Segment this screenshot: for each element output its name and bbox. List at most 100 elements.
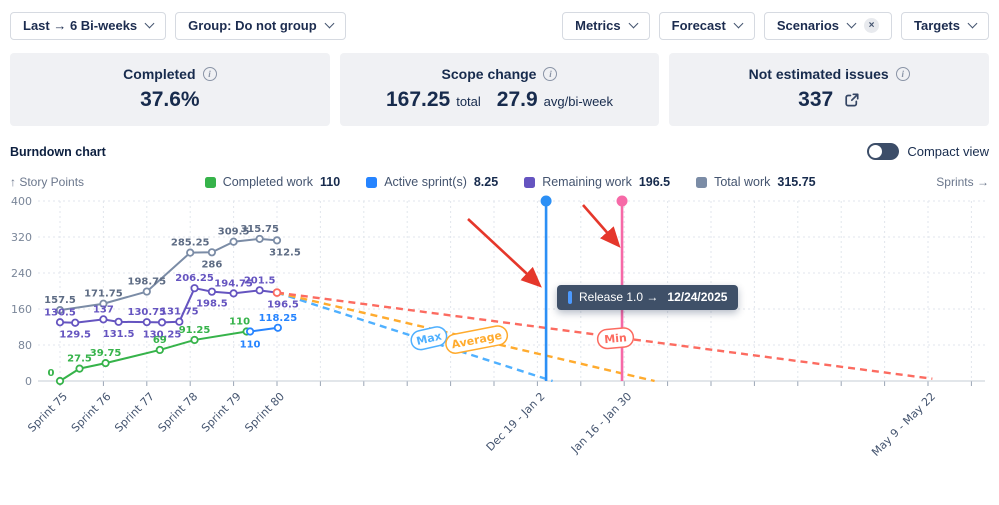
chevron-down-icon — [628, 18, 639, 29]
data-point-label: 157.5 — [44, 295, 76, 306]
y-axis-tick-label: 240 — [11, 267, 32, 280]
annotation-arrow — [582, 204, 621, 248]
data-point-label: 198.5 — [196, 299, 228, 310]
data-point-label: 206.25 — [175, 273, 214, 284]
group-dropdown[interactable]: Group: Do not group — [175, 12, 346, 40]
info-icon[interactable]: i — [202, 67, 217, 81]
chevron-down-icon — [144, 18, 155, 29]
not-estimated-card: Not estimated issues i 337 — [669, 53, 990, 126]
data-point[interactable] — [142, 318, 151, 327]
legend-value: 110 — [320, 175, 341, 189]
legend-item[interactable]: Active sprint(s) 8.25 — [366, 175, 498, 189]
x-axis-tick-label: Sprint 79 — [199, 390, 244, 435]
date-marker-dot[interactable] — [616, 195, 628, 207]
targets-dropdown[interactable]: Targets — [901, 12, 989, 40]
data-point[interactable] — [175, 317, 184, 326]
legend-label: Active sprint(s) — [384, 175, 467, 189]
series-line-total[interactable] — [59, 237, 278, 312]
completed-card-title-text: Completed — [123, 66, 196, 82]
toolbar: Last → 6 Bi-weeks Group: Do not group Me… — [0, 0, 999, 40]
series-line-remaining[interactable] — [59, 287, 278, 324]
data-point[interactable] — [157, 318, 167, 327]
scope-avg-value: 27.9 — [496, 88, 538, 111]
data-point[interactable] — [99, 315, 108, 324]
y-axis-tick-label: 160 — [11, 303, 32, 316]
data-point-label: 130.75 — [128, 307, 167, 318]
summary-cards: Completed i 37.6% Scope change i 167.25 … — [10, 53, 990, 126]
x-axis-tick-label: Dec 19 - Jan 2 — [484, 390, 548, 454]
scope-change-card-title-text: Scope change — [441, 66, 537, 82]
toolbar-right: Metrics Forecast Scenarios × Targets — [562, 12, 989, 40]
toolbar-left: Last → 6 Bi-weeks Group: Do not group — [10, 12, 346, 40]
data-point[interactable] — [255, 286, 264, 295]
x-axis-tick-label: Jan 16 - Jan 30 — [568, 390, 634, 456]
data-point[interactable] — [55, 318, 65, 327]
data-point[interactable] — [71, 318, 80, 327]
compact-view-toggle[interactable] — [867, 143, 900, 160]
data-point[interactable] — [207, 248, 216, 257]
forecast-pill-average: Average — [445, 325, 509, 354]
tooltip-label: Release 1.0 → — [579, 290, 659, 304]
legend-item[interactable]: Remaining work 196.5 — [524, 175, 670, 189]
svg-text:Max: Max — [415, 330, 443, 348]
not-estimated-card-title-text: Not estimated issues — [748, 66, 889, 82]
series-line-active[interactable] — [249, 326, 279, 333]
data-point[interactable] — [190, 335, 199, 345]
y-axis-tick-label: 0 — [25, 375, 32, 388]
not-estimated-card-title: Not estimated issues i — [679, 66, 979, 82]
data-point[interactable] — [245, 327, 255, 336]
data-point[interactable] — [229, 237, 238, 246]
data-point[interactable] — [229, 289, 238, 298]
chart-header: Burndown chart Compact view — [10, 143, 989, 160]
forecast-pill-min: Min — [596, 327, 635, 350]
external-link-icon[interactable] — [844, 92, 860, 108]
toggle-knob — [869, 145, 883, 158]
clear-scenarios-icon[interactable]: × — [864, 18, 879, 33]
data-point[interactable] — [75, 364, 84, 373]
forecast-origin-point — [272, 288, 282, 297]
data-point[interactable] — [99, 299, 108, 308]
data-point[interactable] — [255, 234, 264, 244]
data-point[interactable] — [273, 323, 282, 332]
legend-item[interactable]: Total work 315.75 — [696, 175, 816, 189]
data-point[interactable] — [55, 306, 65, 315]
data-point[interactable] — [101, 359, 110, 368]
data-point-label: 286 — [201, 259, 222, 270]
data-point-label: 285.25 — [171, 238, 210, 249]
data-point[interactable] — [142, 287, 151, 296]
data-point[interactable] — [186, 248, 195, 257]
data-point[interactable] — [190, 284, 199, 293]
legend-value: 196.5 — [638, 175, 671, 189]
forecast-dropdown[interactable]: Forecast — [658, 12, 755, 40]
data-point[interactable] — [155, 345, 164, 355]
data-point-label: 201.5 — [244, 275, 276, 286]
legend-swatch — [204, 176, 216, 188]
legend-item[interactable]: Completed work 110 — [204, 175, 341, 189]
legend-row: ↑ Story Points Completed work 110 Active s… — [10, 175, 989, 189]
data-point-label: 171.75 — [84, 289, 123, 300]
data-point[interactable] — [55, 376, 65, 386]
data-point-label: 27.5 — [67, 354, 92, 365]
x-axis-tick-label: Sprint 77 — [112, 390, 157, 435]
x-axis-tick-label: May 9 - May 22 — [869, 390, 938, 459]
info-icon[interactable]: i — [543, 67, 558, 81]
data-point[interactable] — [207, 287, 216, 296]
data-point-label: 110 — [240, 340, 261, 351]
scenarios-dropdown[interactable]: Scenarios × — [763, 12, 892, 40]
data-point[interactable] — [114, 317, 123, 326]
legend-value: 8.25 — [473, 175, 499, 189]
period-dropdown[interactable]: Last → 6 Bi-weeks — [10, 12, 167, 40]
info-icon[interactable]: i — [895, 67, 910, 81]
data-point-label: 39.75 — [90, 348, 122, 359]
data-point-label: 194.75 — [214, 278, 253, 289]
metrics-dropdown[interactable]: Metrics — [562, 12, 650, 40]
legend-value: 315.75 — [777, 175, 816, 189]
data-point-label: 315.75 — [240, 224, 279, 235]
data-point-label: 110 — [229, 317, 250, 328]
data-point[interactable] — [272, 236, 282, 245]
x-axis-tick-label: Sprint 78 — [156, 390, 201, 435]
date-marker-dot[interactable] — [540, 195, 552, 207]
x-axis-tick-label: Sprint 76 — [69, 390, 114, 435]
data-point-label: 91.25 — [179, 325, 211, 336]
